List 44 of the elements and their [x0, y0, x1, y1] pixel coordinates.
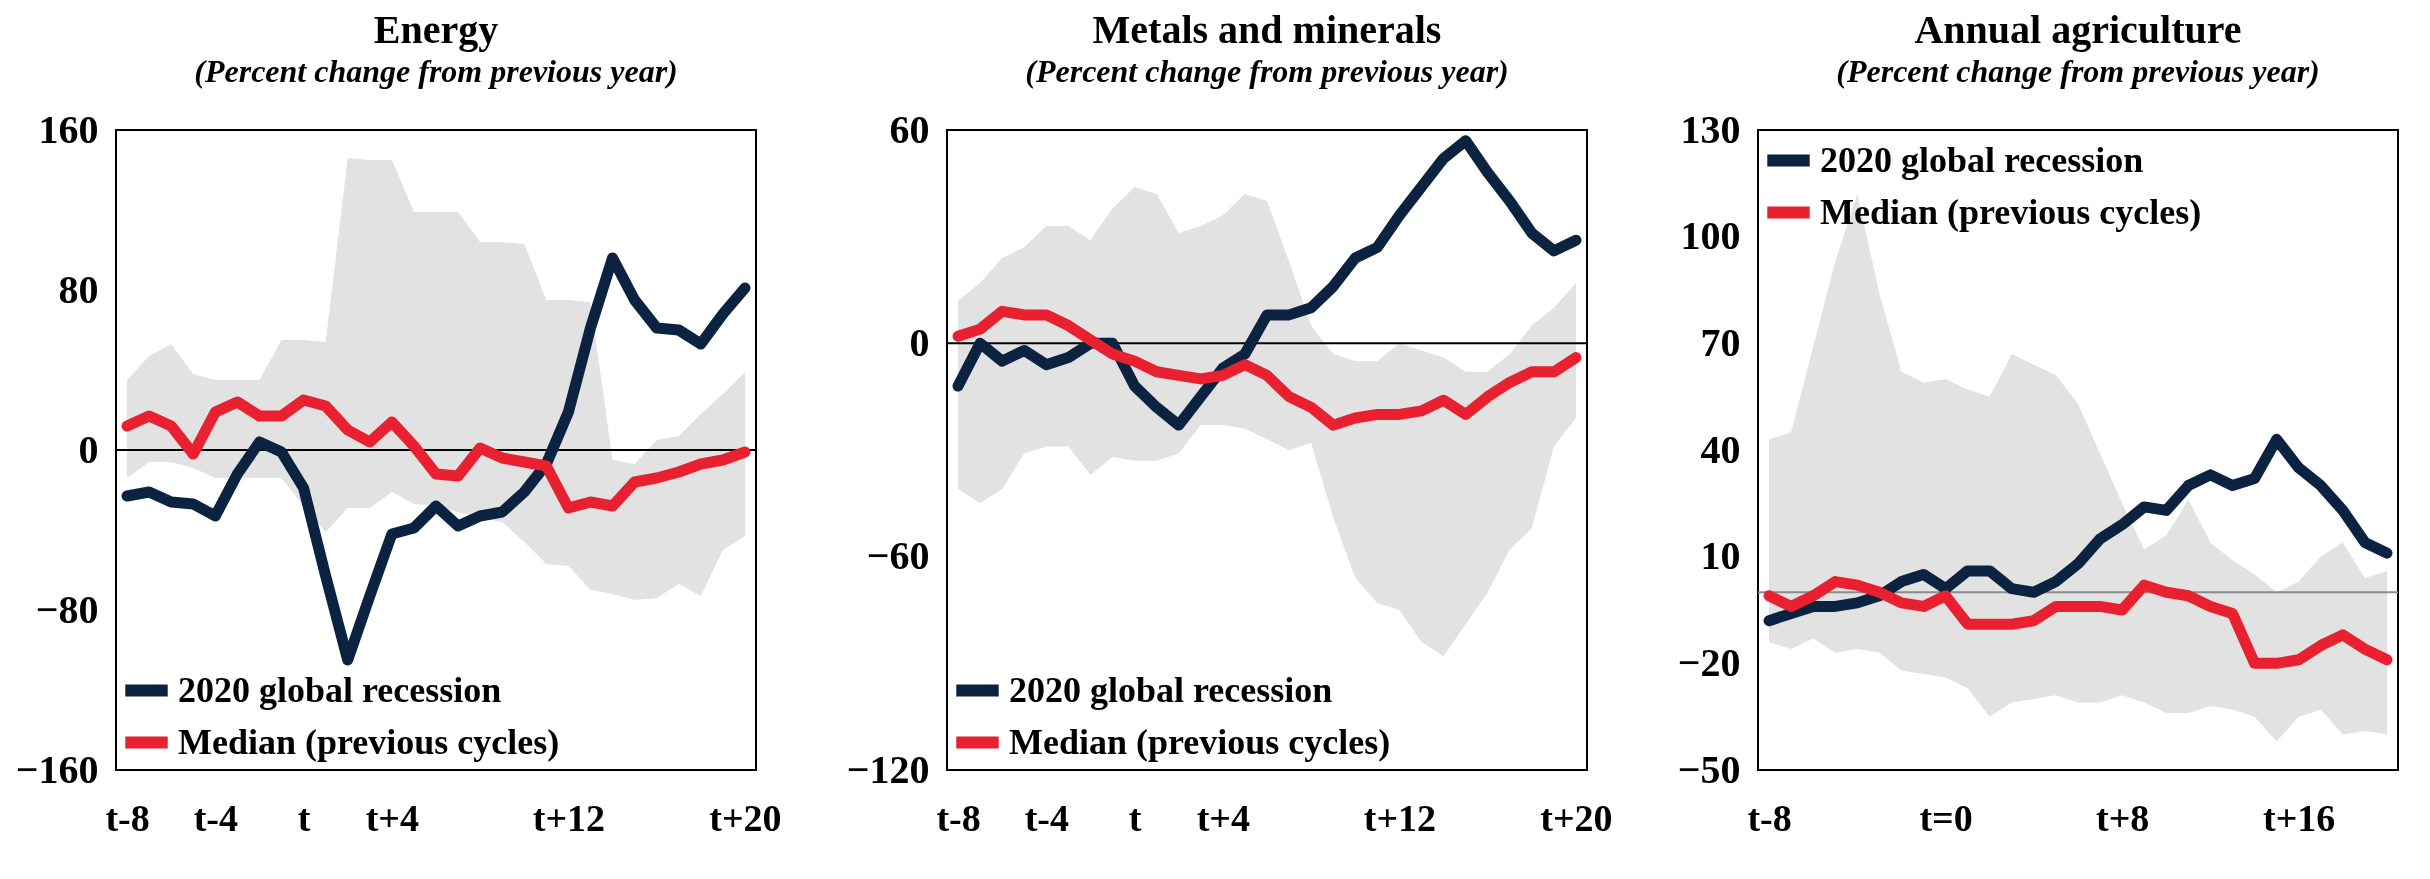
chart-subtitle: (Percent change from previous year) [1836, 53, 2320, 89]
chart-subtitle: (Percent change from previous year) [194, 53, 678, 89]
x-tick-label: t-8 [105, 796, 150, 839]
y-tick-label: 160 [38, 106, 99, 152]
chart-title: Metals and minerals [1092, 7, 1442, 52]
x-tick-label: t [297, 796, 311, 839]
chart-title: Energy [373, 7, 499, 52]
y-tick-label: −80 [35, 586, 99, 632]
x-tick-label: t-4 [1024, 796, 1069, 839]
x-tick-label: t+12 [1363, 796, 1437, 839]
x-tick-label: t+12 [532, 796, 606, 839]
y-tick-label: −60 [866, 533, 930, 579]
y-tick-label: 0 [909, 319, 930, 365]
legend-label: Median (previous cycles) [1009, 721, 1391, 762]
y-tick-label: −120 [846, 746, 930, 792]
x-tick-label: t-4 [193, 796, 238, 839]
y-tick-label: 80 [58, 266, 99, 312]
legend-label: Median (previous cycles) [178, 721, 560, 762]
y-tick-label: 0 [78, 426, 99, 472]
y-tick-label: 60 [889, 106, 930, 152]
legend-label: 2020 global recession [1009, 669, 1333, 710]
x-tick-label: t+16 [2263, 796, 2336, 839]
x-tick-label: t+20 [1540, 796, 1613, 839]
y-tick-label: 10 [1700, 533, 1741, 579]
x-tick-label: t+4 [365, 796, 420, 839]
legend-label: 2020 global recession [178, 669, 502, 710]
y-tick-label: 70 [1700, 319, 1741, 365]
y-tick-label: 40 [1700, 426, 1741, 472]
legend-label: Median (previous cycles) [1820, 191, 2202, 232]
y-tick-label: 130 [1680, 106, 1741, 152]
y-tick-label: −20 [1677, 639, 1741, 685]
chart-title: Annual agriculture [1914, 7, 2242, 52]
legend-label: 2020 global recession [1820, 139, 2144, 180]
x-tick-label: t-8 [936, 796, 981, 839]
chart-subtitle: (Percent change from previous year) [1025, 53, 1509, 89]
y-tick-label: 100 [1680, 213, 1741, 259]
y-tick-label: −50 [1677, 746, 1741, 792]
x-tick-label: t [1128, 796, 1142, 839]
y-tick-label: −160 [15, 746, 99, 792]
x-tick-label: t-8 [1747, 796, 1792, 839]
x-tick-label: t+4 [1196, 796, 1251, 839]
x-tick-label: t+20 [709, 796, 782, 839]
x-tick-label: t+8 [2095, 796, 2150, 839]
x-tick-label: t=0 [1919, 796, 1973, 839]
